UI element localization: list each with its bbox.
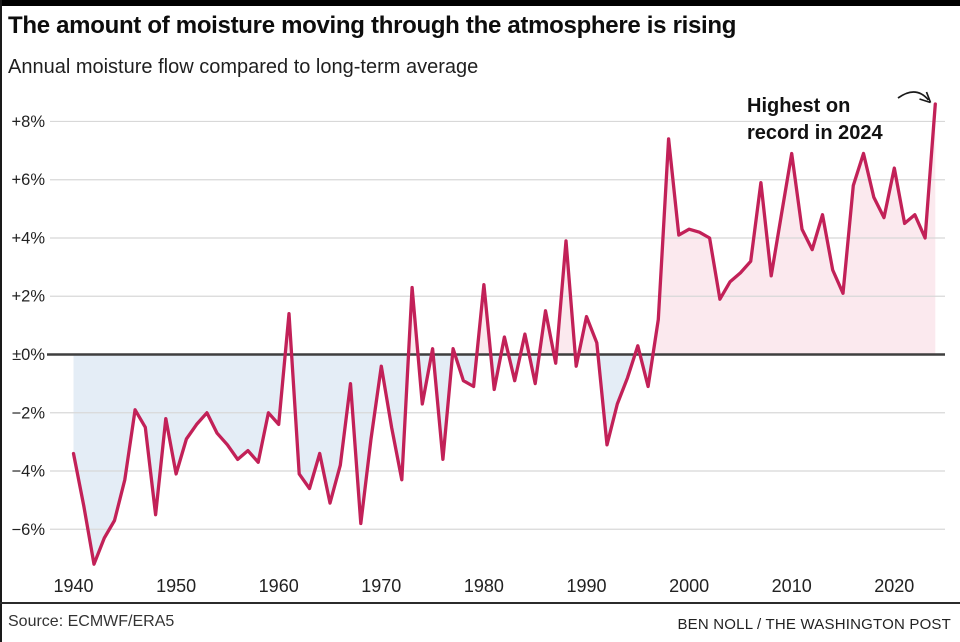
negative-anomaly-fill (291, 354, 409, 524)
annotation-arrowhead (919, 91, 932, 104)
x-tick-label: 1970 (361, 576, 401, 596)
positive-anomaly-fill (556, 240, 576, 355)
x-tick-label: 1950 (156, 576, 196, 596)
annotation-line-1: Highest on (747, 95, 851, 117)
highest-record-annotation: Highest on record in 2024 (747, 93, 927, 147)
y-tick-label: ±0% (12, 346, 45, 364)
y-tick-label: +6% (12, 171, 46, 189)
x-tick-label: 1980 (464, 576, 504, 596)
negative-anomaly-fill (455, 354, 477, 387)
footer-divider (0, 602, 960, 604)
negative-anomaly-fill (433, 354, 453, 460)
positive-anomaly-fill (476, 284, 491, 355)
y-tick-label: −2% (12, 404, 46, 422)
y-tick-label: +8% (12, 113, 46, 131)
moisture-flow-line (71, 102, 937, 566)
source-credit: Source: ECMWF/ERA5 (8, 613, 175, 630)
annotation-line-2: record in 2024 (747, 122, 883, 144)
x-tick-label: 2020 (874, 576, 914, 596)
left-border-rule (0, 0, 2, 642)
top-border-bar (0, 0, 960, 6)
x-tick-label: 1960 (259, 576, 299, 596)
x-tick-label: 2000 (669, 576, 709, 596)
y-tick-label: +2% (12, 288, 46, 306)
chart-subtitle: Annual moisture flow compared to long-te… (8, 56, 479, 78)
page-title: The amount of moisture moving through th… (8, 12, 737, 39)
y-tick-label: −6% (12, 521, 46, 539)
x-tick-label: 1990 (566, 576, 606, 596)
negative-anomaly-fill (597, 354, 635, 445)
x-tick-label: 2010 (772, 576, 812, 596)
positive-anomaly-fill (653, 104, 936, 355)
y-tick-label: +4% (12, 229, 46, 247)
y-tick-label: −4% (12, 463, 46, 481)
byline-credit: BEN NOLL / THE WASHINGTON POST (677, 616, 951, 633)
positive-anomaly-fill (578, 316, 598, 355)
annotation-arrow (897, 91, 930, 101)
x-tick-label: 1940 (53, 576, 93, 596)
